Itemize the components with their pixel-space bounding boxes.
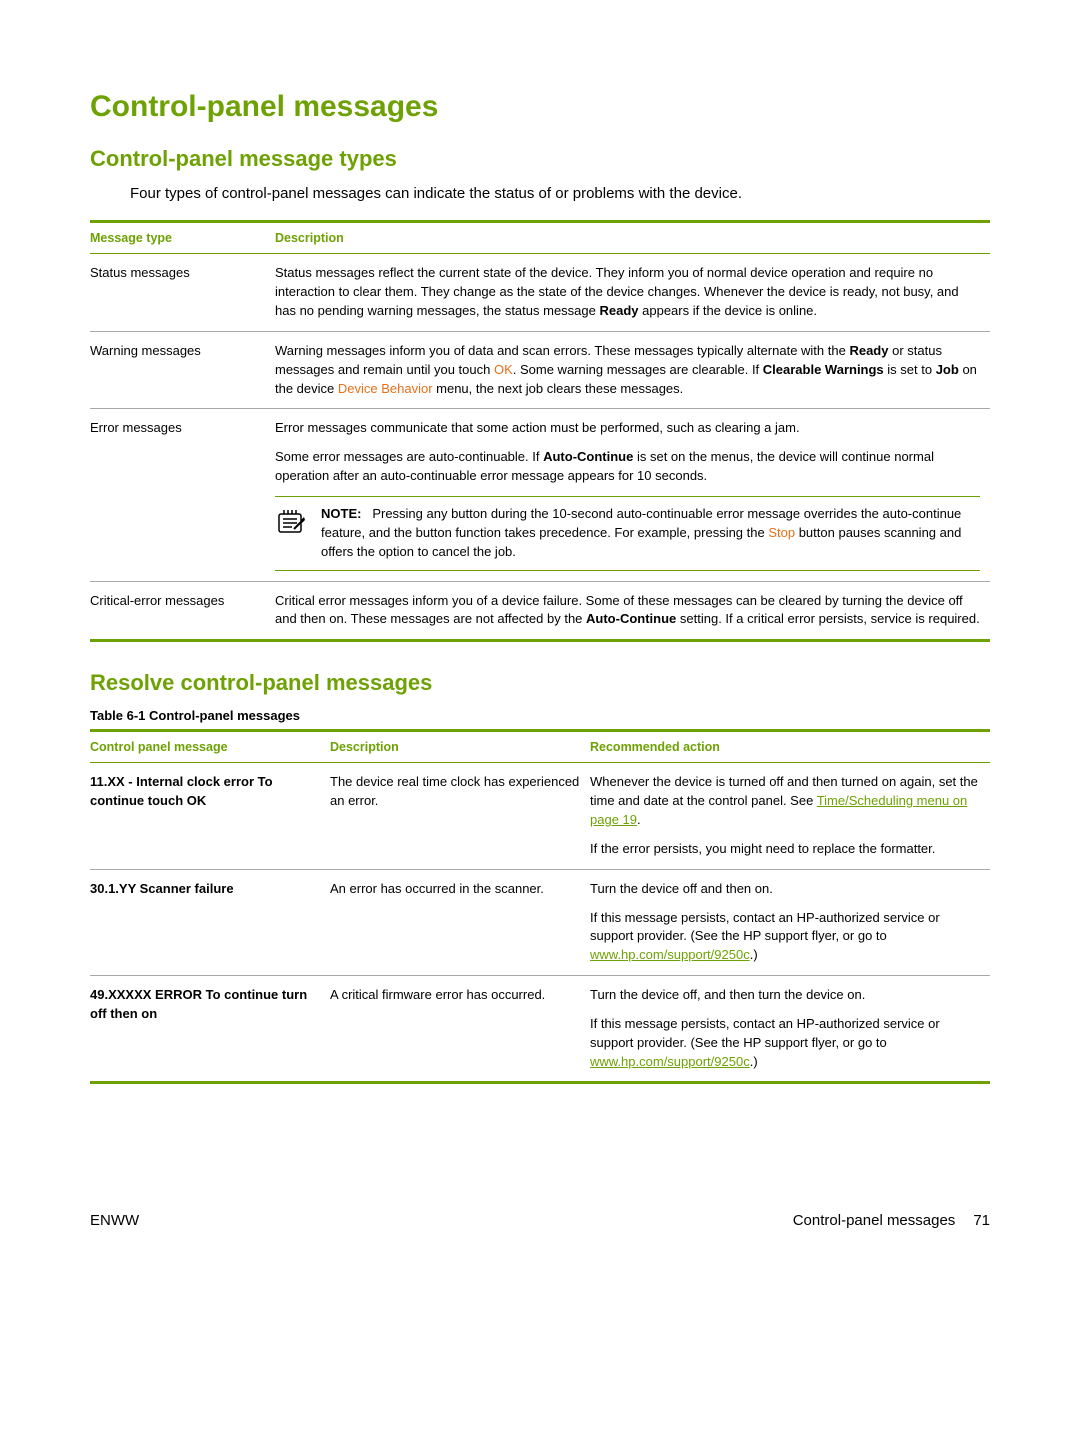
- cell-desc: Error messages communicate that some act…: [275, 409, 990, 581]
- table-row: Critical-error messages Critical error m…: [90, 581, 990, 641]
- page-footer: ENWW Control-panel messages 71: [0, 1152, 1080, 1269]
- intro-paragraph: Four types of control-panel messages can…: [130, 184, 990, 204]
- cell-msgtype: Error messages: [90, 409, 275, 581]
- cell-action: Turn the device off and then on. If this…: [590, 869, 990, 975]
- footer-left: ENWW: [90, 1212, 139, 1229]
- cell-action: Turn the device off, and then turn the d…: [590, 976, 990, 1083]
- table-row: Warning messages Warning messages inform…: [90, 331, 990, 409]
- section-heading-resolve: Resolve control-panel messages: [90, 670, 990, 696]
- link-hp-support[interactable]: www.hp.com/support/9250c: [590, 947, 750, 962]
- table-row: 30.1.YY Scanner failure An error has occ…: [90, 869, 990, 975]
- cell-msgtype: Critical-error messages: [90, 581, 275, 641]
- th-message-type: Message type: [90, 222, 275, 254]
- cell-desc: Critical error messages inform you of a …: [275, 581, 990, 641]
- section-heading-types: Control-panel message types: [90, 146, 990, 172]
- cell-msgtype: Warning messages: [90, 331, 275, 409]
- cell-message: 49.XXXXX ERROR To continue turn off then…: [90, 976, 330, 1083]
- page-title: Control-panel messages: [90, 90, 990, 124]
- cell-desc: A critical firmware error has occurred.: [330, 976, 590, 1083]
- table-row: Error messages Error messages communicat…: [90, 409, 990, 581]
- th-description: Description: [275, 222, 990, 254]
- cell-message: 30.1.YY Scanner failure: [90, 869, 330, 975]
- note-callout: NOTE: Pressing any button during the 10-…: [275, 496, 980, 571]
- th-action: Recommended action: [590, 731, 990, 763]
- th-control-msg: Control panel message: [90, 731, 330, 763]
- table-row: Status messages Status messages reflect …: [90, 254, 990, 332]
- cell-action: Whenever the device is turned off and th…: [590, 763, 990, 869]
- cell-desc: The device real time clock has experienc…: [330, 763, 590, 869]
- note-icon: [275, 505, 307, 562]
- table-caption: Table 6-1 Control-panel messages: [90, 708, 990, 723]
- cell-msgtype: Status messages: [90, 254, 275, 332]
- th-description: Description: [330, 731, 590, 763]
- link-hp-support[interactable]: www.hp.com/support/9250c: [590, 1054, 750, 1069]
- resolve-messages-table: Control panel message Description Recomm…: [90, 729, 990, 1084]
- message-types-table: Message type Description Status messages…: [90, 220, 990, 642]
- table-row: 11.XX - Internal clock error To continue…: [90, 763, 990, 869]
- table-row: 49.XXXXX ERROR To continue turn off then…: [90, 976, 990, 1083]
- cell-desc: Warning messages inform you of data and …: [275, 331, 990, 409]
- page-number: 71: [973, 1212, 990, 1229]
- cell-message: 11.XX - Internal clock error To continue…: [90, 763, 330, 869]
- cell-desc: Status messages reflect the current stat…: [275, 254, 990, 332]
- cell-desc: An error has occurred in the scanner.: [330, 869, 590, 975]
- footer-section: Control-panel messages: [793, 1212, 956, 1229]
